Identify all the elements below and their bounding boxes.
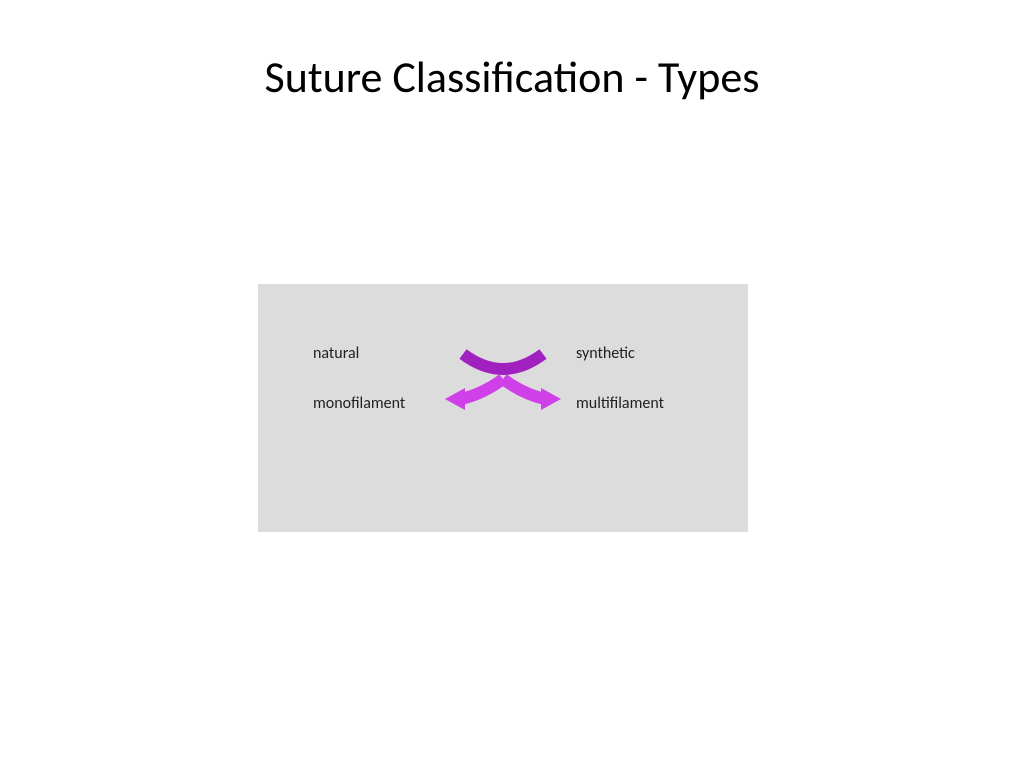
page-title: Suture Classification - Types — [0, 50, 1024, 104]
label-synthetic: synthetic — [576, 344, 635, 363]
label-monofilament: monofilament — [313, 394, 405, 413]
crossing-arrows-icon — [443, 344, 563, 414]
diagram-container: natural synthetic monofilament multifila… — [258, 284, 748, 532]
label-multifilament: multifilament — [576, 394, 664, 413]
label-natural: natural — [313, 344, 359, 363]
